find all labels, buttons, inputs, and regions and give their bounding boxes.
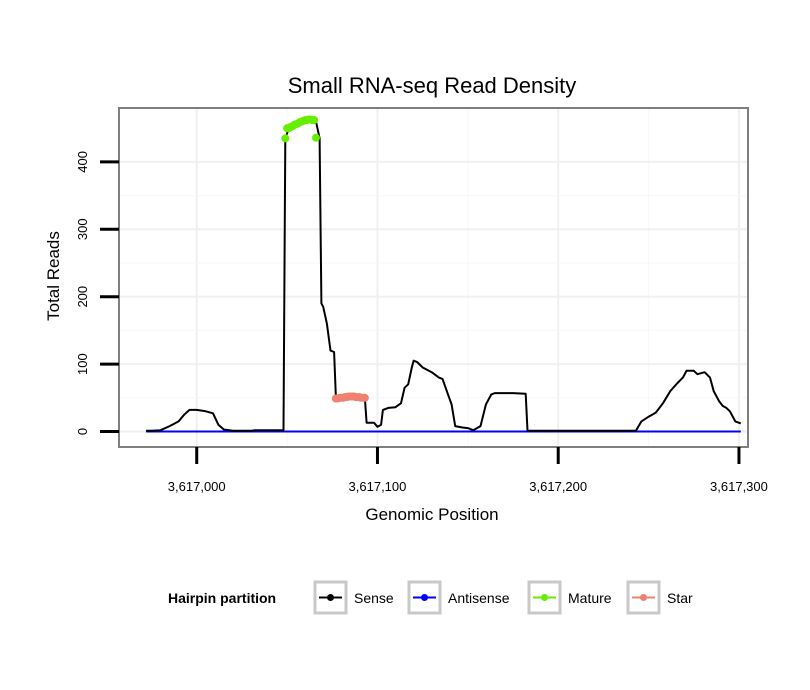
y-tick-label: 300: [75, 218, 90, 240]
legend-key-dot: [421, 594, 428, 601]
x-tick-label: 3,617,000: [168, 479, 226, 494]
legend-key-dot: [327, 594, 334, 601]
x-axis: 3,617,000 3,617,100 3,617,200 3,617,300: [168, 447, 768, 494]
legend-key-dot: [640, 594, 647, 601]
x-tick-label: 3,617,100: [349, 479, 407, 494]
series-mature-point: [310, 116, 319, 125]
plot-border: [118, 107, 749, 448]
legend-entry-star: Star: [626, 580, 693, 615]
legend-entry-mature: Mature: [527, 580, 612, 615]
legend-label: Mature: [568, 590, 612, 606]
y-tick-label: 400: [75, 151, 90, 173]
y-axis-title: Total Reads: [44, 231, 63, 321]
series-mature-point: [281, 134, 290, 143]
legend-label: Star: [667, 590, 693, 606]
chart-title: Small RNA-seq Read Density: [288, 73, 577, 98]
x-axis-title: Genomic Position: [365, 505, 498, 524]
grid: [119, 108, 748, 447]
plot-area: [119, 108, 748, 447]
series-sense-line: [146, 118, 742, 432]
legend-entry-antisense: Antisense: [407, 580, 510, 615]
y-axis: 0 100 200 300 400: [75, 151, 119, 435]
legend-entry-sense: Sense: [313, 580, 394, 615]
x-tick-label: 3,617,300: [710, 479, 768, 494]
y-tick-label: 100: [75, 353, 90, 375]
legend-title: Hairpin partition: [168, 590, 276, 606]
y-tick-label: 0: [75, 428, 90, 435]
legend: Hairpin partition Sense Antisense Mature St…: [168, 580, 693, 615]
series-star-point: [360, 393, 369, 402]
y-tick-label: 200: [75, 286, 90, 308]
legend-key-dot: [541, 594, 548, 601]
legend-label: Sense: [354, 590, 394, 606]
series-layer: [146, 115, 742, 433]
legend-label: Antisense: [448, 590, 510, 606]
series-mature-point: [312, 133, 320, 142]
x-tick-label: 3,617,200: [529, 479, 587, 494]
